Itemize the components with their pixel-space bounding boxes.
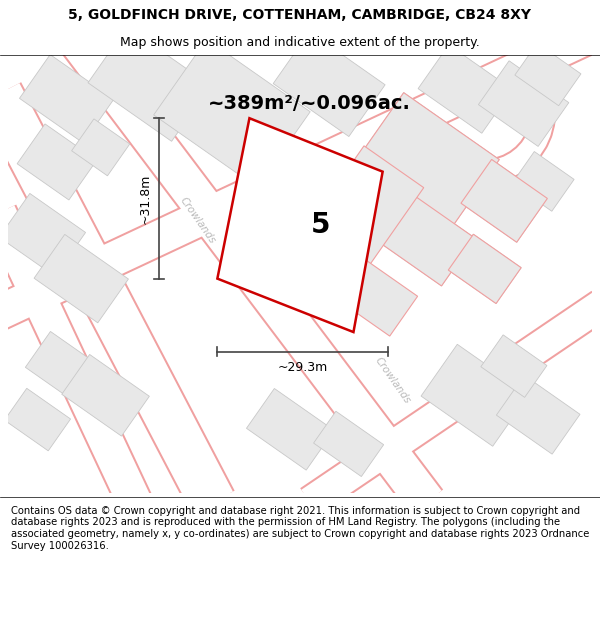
Polygon shape <box>378 194 475 286</box>
Polygon shape <box>481 335 547 398</box>
Polygon shape <box>448 234 521 304</box>
Polygon shape <box>448 234 521 304</box>
Text: Crowlands: Crowlands <box>178 195 218 246</box>
Polygon shape <box>353 92 499 231</box>
Polygon shape <box>338 260 418 336</box>
Text: Crowlands: Crowlands <box>373 356 412 406</box>
Polygon shape <box>273 32 385 136</box>
Polygon shape <box>71 119 130 176</box>
Polygon shape <box>88 27 211 141</box>
Polygon shape <box>353 92 499 231</box>
Polygon shape <box>247 389 334 470</box>
Polygon shape <box>0 194 86 276</box>
Polygon shape <box>461 159 547 242</box>
Text: ~389m²/~0.096ac.: ~389m²/~0.096ac. <box>208 94 411 113</box>
Text: ~31.8m: ~31.8m <box>138 173 151 224</box>
Polygon shape <box>515 43 581 106</box>
Text: Map shows position and indicative extent of the property.: Map shows position and indicative extent… <box>120 36 480 49</box>
Polygon shape <box>512 151 574 211</box>
Polygon shape <box>378 194 475 286</box>
Polygon shape <box>19 54 114 143</box>
Polygon shape <box>62 354 149 436</box>
Polygon shape <box>4 388 71 451</box>
Polygon shape <box>25 331 98 401</box>
Polygon shape <box>154 39 310 188</box>
Text: Contains OS data © Crown copyright and database right 2021. This information is : Contains OS data © Crown copyright and d… <box>11 506 589 551</box>
Polygon shape <box>461 159 547 242</box>
Polygon shape <box>496 375 580 454</box>
Polygon shape <box>17 124 97 200</box>
Polygon shape <box>302 146 424 275</box>
Polygon shape <box>418 45 512 133</box>
Text: 5, GOLDFINCH DRIVE, COTTENHAM, CAMBRIDGE, CB24 8XY: 5, GOLDFINCH DRIVE, COTTENHAM, CAMBRIDGE… <box>68 8 532 22</box>
Polygon shape <box>314 411 383 476</box>
Text: 5: 5 <box>310 211 330 239</box>
Polygon shape <box>34 234 128 323</box>
Polygon shape <box>478 61 569 146</box>
Text: ~29.3m: ~29.3m <box>277 361 328 374</box>
Polygon shape <box>421 344 529 446</box>
Polygon shape <box>217 118 383 332</box>
